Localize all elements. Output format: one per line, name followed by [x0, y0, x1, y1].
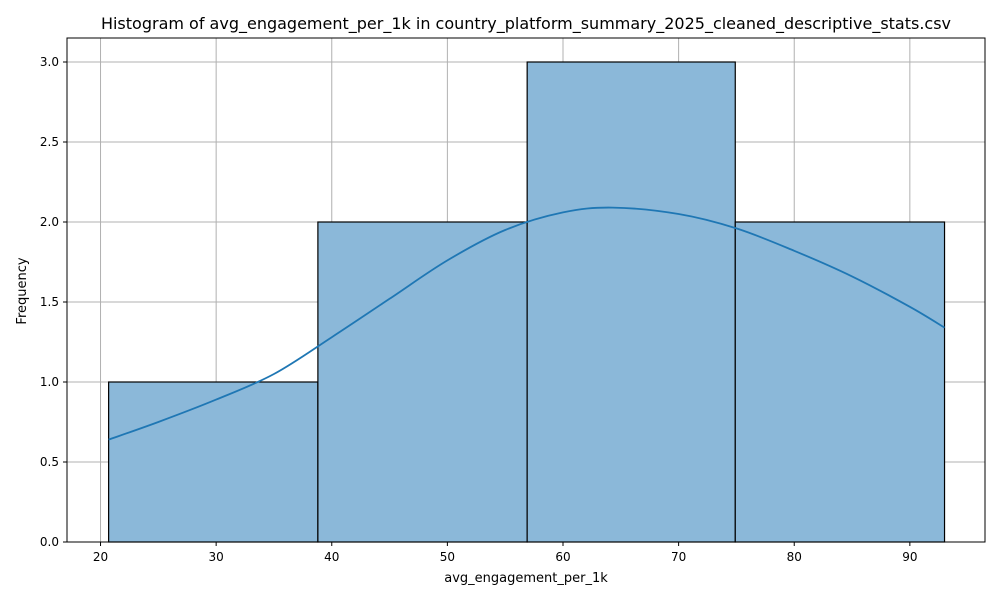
x-tick-label: 80 — [787, 550, 802, 564]
x-tick-label: 50 — [440, 550, 455, 564]
y-tick-label: 0.5 — [40, 455, 59, 469]
histogram-bar-3 — [526, 61, 736, 543]
x-tick-label: 30 — [209, 550, 224, 564]
histogram-bar-1 — [108, 381, 319, 543]
y-tick-label: 1.5 — [40, 295, 59, 309]
kde-curve-group — [108, 206, 945, 441]
y-tick-label: 2.0 — [40, 215, 59, 229]
x-tick-label: 70 — [671, 550, 686, 564]
x-tick-label: 20 — [93, 550, 108, 564]
y-tick-label: 2.5 — [40, 135, 59, 149]
x-axis-ticks: 20 30 40 50 60 70 80 90 — [93, 542, 917, 564]
chart-title: Histogram of avg_engagement_per_1k in co… — [101, 14, 951, 34]
y-tick-label: 3.0 — [40, 55, 59, 69]
histogram-bar-4 — [734, 221, 946, 543]
y-tick-label: 1.0 — [40, 375, 59, 389]
x-tick-label: 60 — [555, 550, 570, 564]
kde-line — [108, 206, 945, 441]
y-axis-label: Frequency — [15, 257, 30, 324]
bars — [108, 61, 946, 543]
x-tick-label: 90 — [902, 550, 917, 564]
y-axis-ticks: 0.0 0.5 1.0 1.5 2.0 2.5 3.0 — [40, 55, 67, 549]
histogram-bar-2 — [317, 221, 528, 543]
x-axis-label: avg_engagement_per_1k — [444, 571, 608, 586]
y-tick-label: 0.0 — [40, 535, 59, 549]
x-tick-label: 40 — [324, 550, 339, 564]
plot-frame — [66, 37, 986, 543]
